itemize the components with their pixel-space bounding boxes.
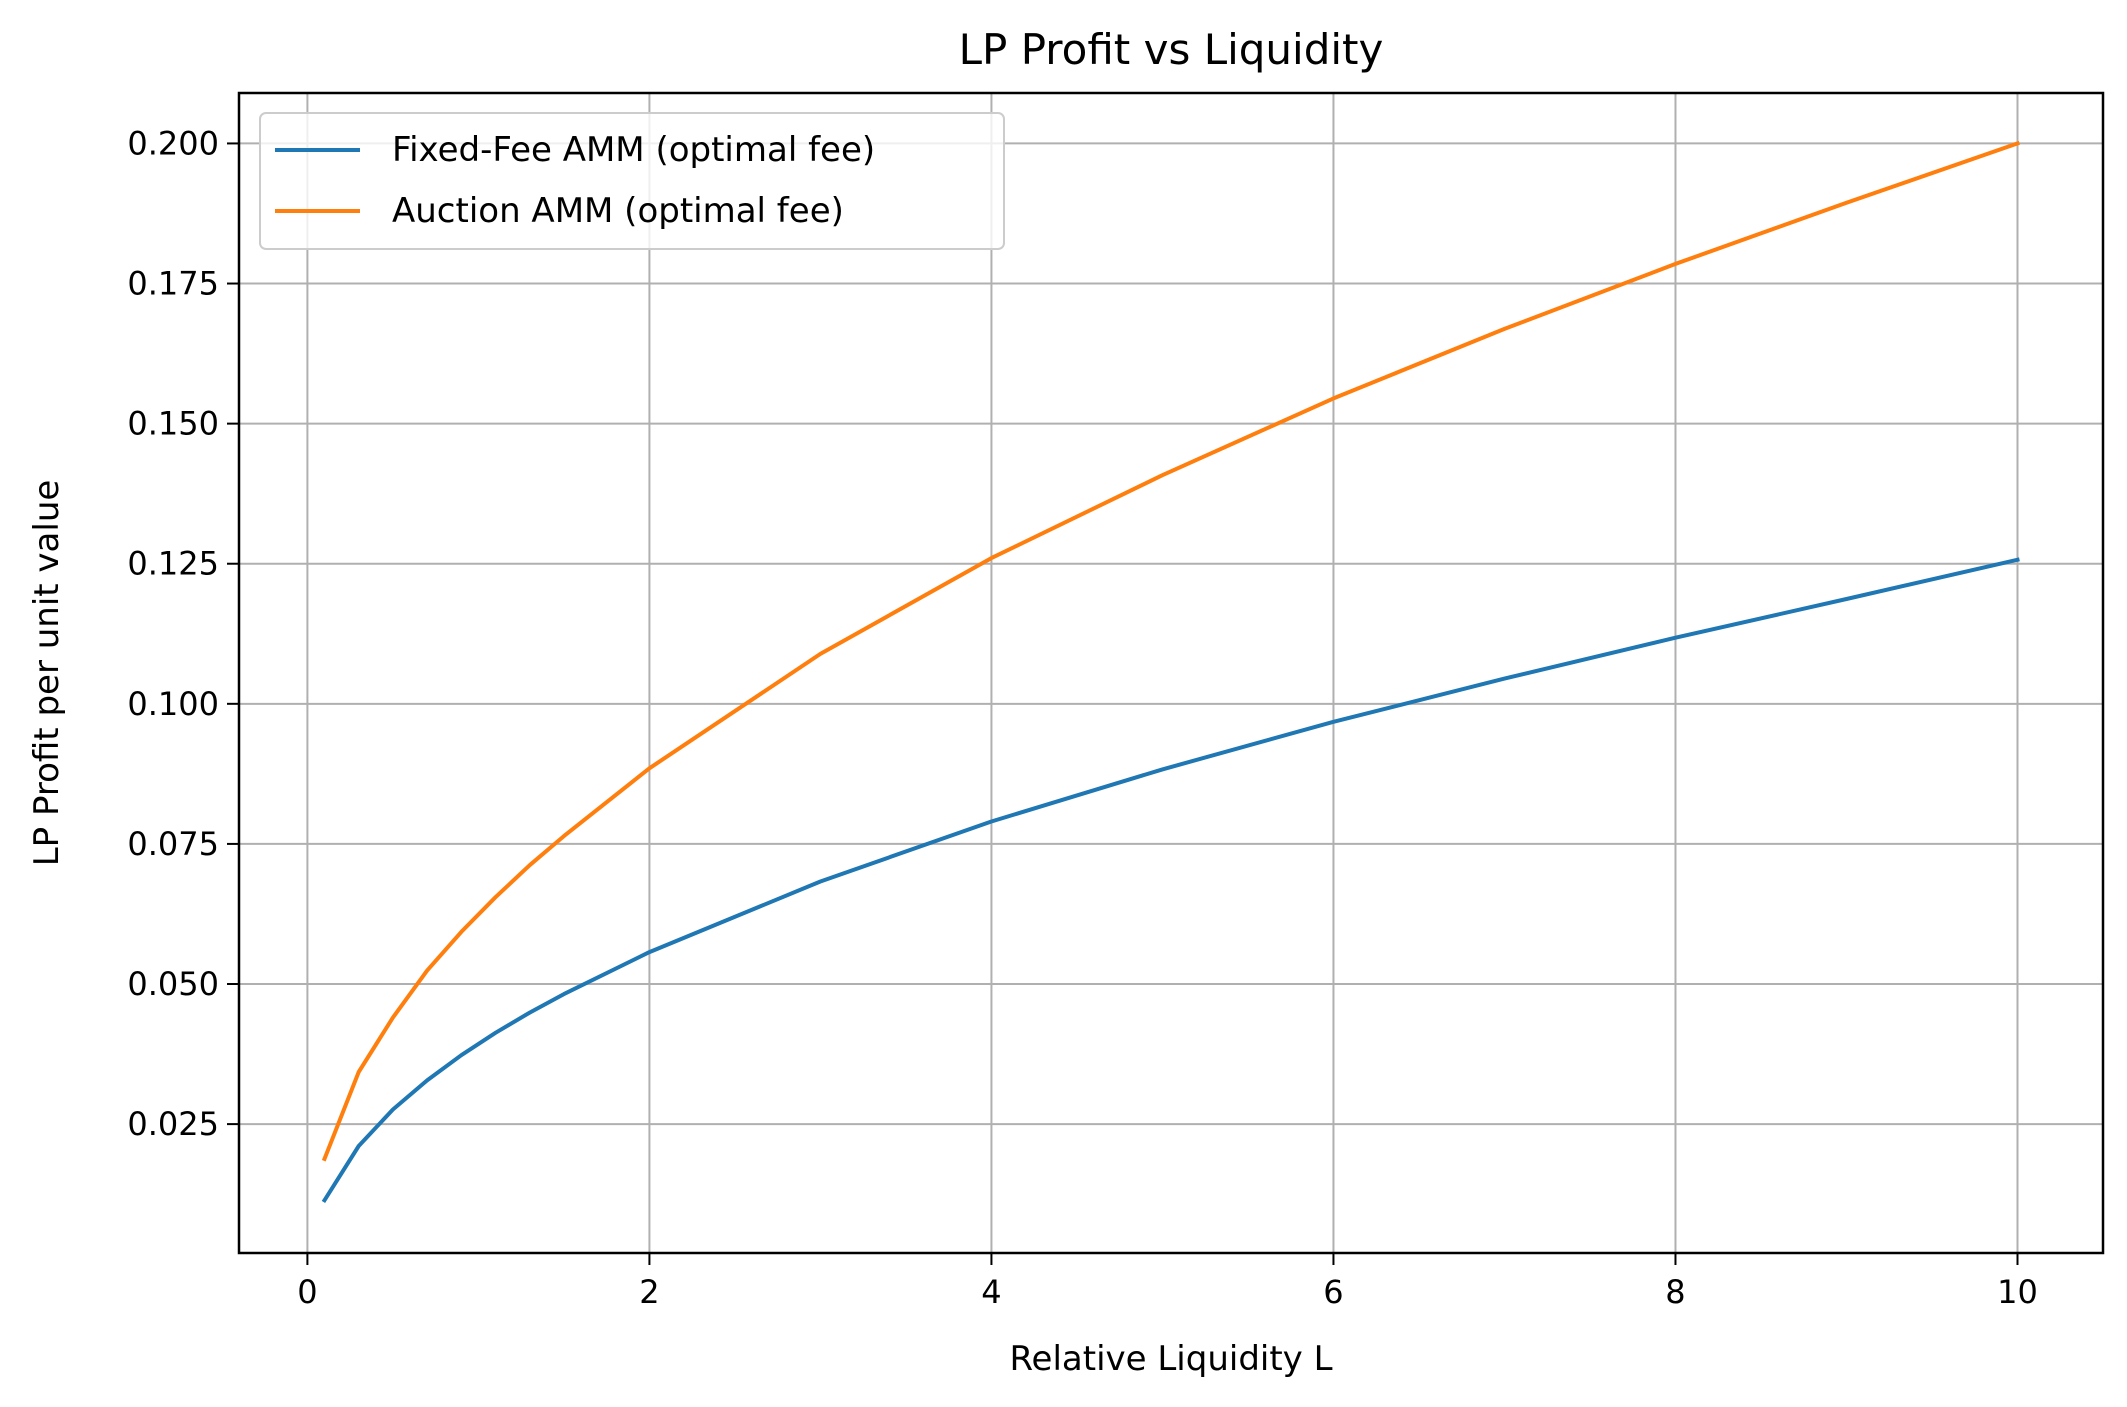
y-tick-label: 0.025 — [127, 1105, 219, 1143]
x-tick-label: 8 — [1665, 1273, 1685, 1311]
y-tick-label: 0.175 — [127, 265, 219, 303]
y-axis-label: LP Profit per unit value — [27, 480, 67, 867]
chart-title: LP Profit vs Liquidity — [959, 25, 1384, 74]
y-tick-label: 0.150 — [127, 405, 219, 443]
series-line-0 — [321, 557, 2020, 1204]
legend: Fixed-Fee AMM (optimal fee) Auction AMM … — [259, 112, 1005, 250]
x-tick-label: 2 — [639, 1273, 659, 1311]
grid-lines — [239, 93, 2103, 1253]
y-tick-label: 0.050 — [127, 965, 219, 1003]
y-tick-label: 0.200 — [127, 124, 219, 162]
x-tick-label: 6 — [1323, 1273, 1343, 1311]
plot-frame — [237, 91, 2105, 1255]
legend-label-auction: Auction AMM (optimal fee) — [392, 191, 844, 231]
y-tick-label: 0.100 — [127, 685, 219, 723]
x-axis-label: Relative Liquidity L — [1009, 1339, 1332, 1379]
x-tick-label: 0 — [297, 1273, 317, 1311]
y-tick-label: 0.075 — [127, 825, 219, 863]
legend-box — [259, 112, 1005, 250]
series-lines — [321, 140, 2021, 1204]
x-tick-label: 4 — [981, 1273, 1001, 1311]
axis-ticks: 0 2 4 6 8 10 0.025 0.050 0.075 0.100 0.125 0.150 0.1… — [127, 124, 2037, 1311]
series-line-1 — [321, 140, 2021, 1162]
legend-label-fixed-fee: Fixed-Fee AMM (optimal fee) — [392, 130, 875, 170]
x-tick-label: 10 — [1997, 1273, 2038, 1311]
y-tick-label: 0.125 — [127, 545, 219, 583]
